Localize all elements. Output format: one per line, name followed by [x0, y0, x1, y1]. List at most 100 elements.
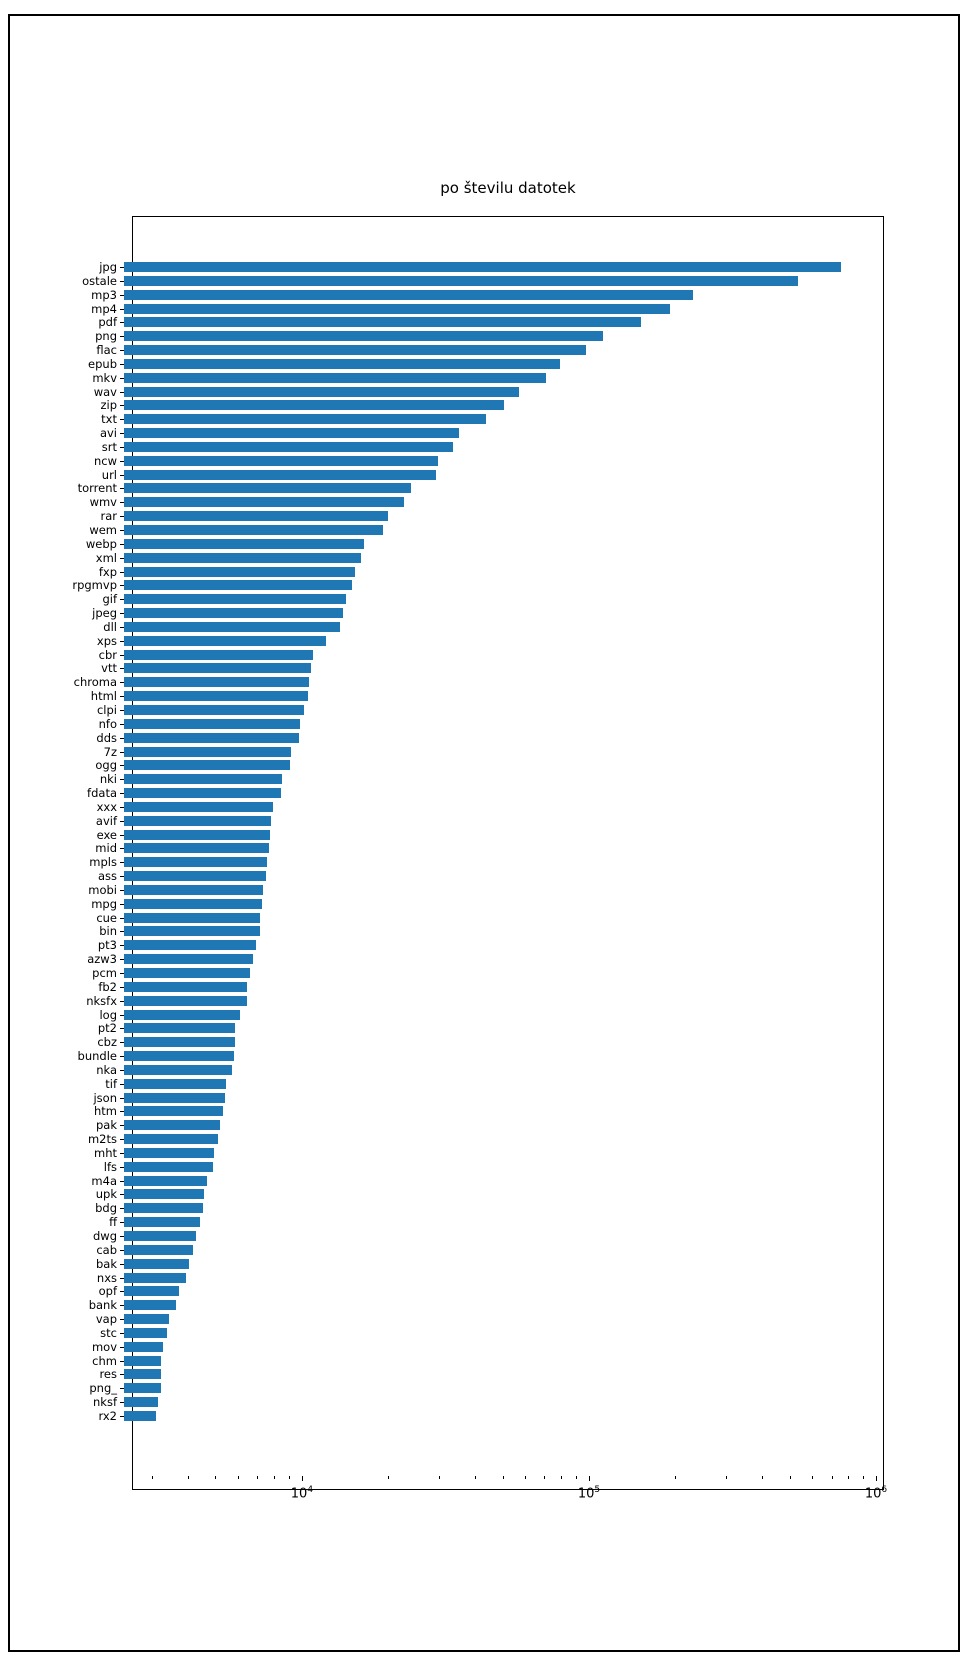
y-tick-mark — [120, 1374, 124, 1376]
y-tick-label-nxs: nxs — [96, 1270, 117, 1285]
y-tick-mark — [120, 280, 124, 282]
y-tick-mark — [120, 294, 124, 296]
bar-mp4 — [124, 303, 670, 314]
y-tick-label-m2ts: m2ts — [87, 1132, 117, 1147]
y-tick-label-nki: nki — [99, 772, 117, 787]
bar-bdg — [124, 1203, 204, 1214]
bar-png_ — [124, 1383, 161, 1394]
bar-bank — [124, 1300, 176, 1311]
bar-mpg — [124, 898, 263, 909]
bar-m4a — [124, 1175, 207, 1186]
y-tick-mark — [120, 1111, 124, 1113]
y-tick-mark — [120, 1083, 124, 1085]
x-minor-tick — [862, 1476, 864, 1479]
y-tick-label-bank: bank — [88, 1298, 117, 1313]
bar-xxx — [124, 801, 273, 812]
y-tick-label-nfo: nfo — [98, 716, 117, 731]
bar-htm — [124, 1106, 224, 1117]
bar-nksfx — [124, 995, 247, 1006]
y-tick-label-tif: tif — [105, 1076, 117, 1091]
y-tick-label-xml: xml — [95, 550, 117, 565]
bar-rar — [124, 511, 388, 522]
y-tick-mark — [120, 433, 124, 435]
y-tick-label-gif: gif — [102, 592, 117, 607]
bar-jpg — [124, 262, 841, 272]
bar-m2ts — [124, 1134, 218, 1145]
bar-bundle — [124, 1051, 234, 1062]
y-tick-mark — [120, 446, 124, 448]
bar-mpls — [124, 857, 268, 868]
bar-gif — [124, 594, 346, 605]
x-tick-label-10e4: 104 — [290, 1485, 314, 1502]
bar-clpi — [124, 704, 304, 715]
bar-chm — [124, 1355, 162, 1366]
y-tick-mark — [120, 308, 124, 310]
y-tick-label-txt: txt — [101, 412, 117, 427]
y-tick-label-rpgmvp: rpgmvp — [72, 578, 117, 593]
y-tick-mark — [120, 350, 124, 352]
x-major-tick — [588, 1476, 590, 1481]
bar-vtt — [124, 663, 311, 674]
bar-pak — [124, 1120, 221, 1131]
x-major-tick — [876, 1476, 877, 1481]
y-tick-mark — [120, 1415, 124, 1417]
x-minor-tick — [257, 1476, 259, 1479]
y-tick-mark — [120, 1360, 124, 1362]
y-tick-mark — [120, 1194, 124, 1196]
bar-webp — [124, 538, 364, 549]
y-tick-label-bin: bin — [99, 924, 117, 939]
y-tick-label-mid: mid — [95, 841, 117, 856]
y-tick-mark — [120, 972, 124, 974]
bar-rx2 — [124, 1410, 157, 1421]
bar-cue — [124, 912, 260, 923]
bar-json — [124, 1092, 225, 1103]
bar-wav — [124, 386, 519, 397]
y-tick-mark — [120, 931, 124, 933]
x-minor-tick — [274, 1476, 276, 1479]
x-minor-tick — [831, 1476, 833, 1479]
y-tick-label-wem: wem — [89, 523, 117, 538]
bar-vap — [124, 1314, 170, 1325]
y-tick-mark — [120, 876, 124, 878]
y-tick-mark — [120, 571, 124, 573]
x-minor-tick — [725, 1476, 727, 1479]
y-tick-mark — [120, 1069, 124, 1071]
x-minor-tick — [575, 1476, 577, 1479]
y-tick-label-pt3: pt3 — [97, 938, 117, 953]
bar-txt — [124, 414, 487, 425]
bar-xml — [124, 552, 362, 563]
bar-nki — [124, 774, 283, 785]
bar-mobi — [124, 884, 264, 895]
y-tick-label-html: html — [90, 689, 117, 704]
y-tick-label-mpg: mpg — [91, 896, 117, 911]
y-tick-mark — [120, 1388, 124, 1390]
x-minor-tick — [789, 1476, 791, 1479]
y-tick-mark — [120, 626, 124, 628]
y-tick-mark — [120, 945, 124, 947]
bar-png — [124, 331, 604, 342]
bar-pdf — [124, 317, 642, 328]
y-tick-mark — [120, 516, 124, 518]
y-tick-mark — [120, 1263, 124, 1265]
bar-opf — [124, 1286, 179, 1297]
y-tick-label-fb2: fb2 — [98, 979, 117, 994]
x-minor-tick — [675, 1476, 677, 1479]
bar-ncw — [124, 455, 439, 466]
x-minor-tick — [502, 1476, 504, 1479]
y-tick-mark — [120, 1291, 124, 1293]
y-tick-label-wmv: wmv — [89, 495, 117, 510]
x-minor-tick — [187, 1476, 189, 1479]
y-tick-label-xps: xps — [96, 633, 117, 648]
y-tick-mark — [120, 405, 124, 407]
bar-nfo — [124, 718, 300, 729]
x-tick-label-10e5: 105 — [577, 1485, 601, 1502]
bar-7z — [124, 746, 291, 757]
y-tick-label-mpls: mpls — [89, 855, 117, 870]
x-minor-tick — [525, 1476, 527, 1479]
y-tick-mark — [120, 709, 124, 711]
y-tick-label-chroma: chroma — [73, 675, 117, 690]
x-minor-tick — [151, 1476, 153, 1479]
bar-dwg — [124, 1231, 197, 1241]
y-tick-label-htm: htm — [94, 1104, 117, 1119]
bar-wem — [124, 525, 384, 536]
